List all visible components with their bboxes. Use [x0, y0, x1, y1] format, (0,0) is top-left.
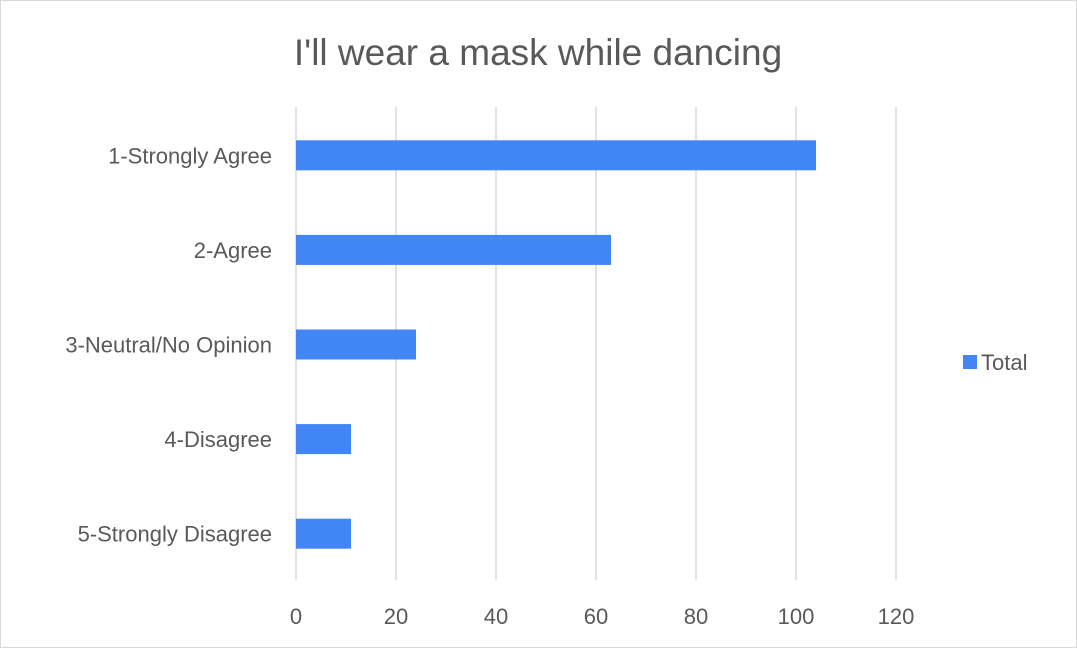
gridlines: [295, 107, 897, 580]
x-tick-label: 80: [684, 604, 708, 629]
category-label: 4-Disagree: [164, 427, 272, 452]
bar: [296, 234, 611, 265]
x-tick-label: 0: [290, 604, 302, 629]
legend-swatch: [963, 355, 977, 369]
category-label: 2-Agree: [194, 238, 272, 263]
category-label: 5-Strongly Disagree: [78, 522, 272, 547]
bars: [296, 140, 816, 549]
bar: [296, 424, 351, 455]
x-tick-label: 40: [484, 604, 508, 629]
bar: [296, 140, 816, 171]
bar: [296, 329, 416, 360]
chart-title: I'll wear a mask while dancing: [294, 32, 782, 73]
x-axis-ticks: 0 20 40 60 80 100 120: [290, 604, 914, 629]
x-tick-label: 100: [778, 604, 815, 629]
category-label: 1-Strongly Agree: [108, 143, 272, 168]
x-tick-label: 20: [384, 604, 408, 629]
legend-label: Total: [981, 350, 1027, 375]
x-tick-label: 120: [878, 604, 915, 629]
category-label: 3-Neutral/No Opinion: [65, 333, 272, 358]
legend: Total: [963, 350, 1027, 375]
x-tick-label: 60: [584, 604, 608, 629]
category-labels: 1-Strongly Agree 2-Agree 3-Neutral/No Opin…: [65, 143, 272, 546]
bar: [296, 518, 351, 549]
